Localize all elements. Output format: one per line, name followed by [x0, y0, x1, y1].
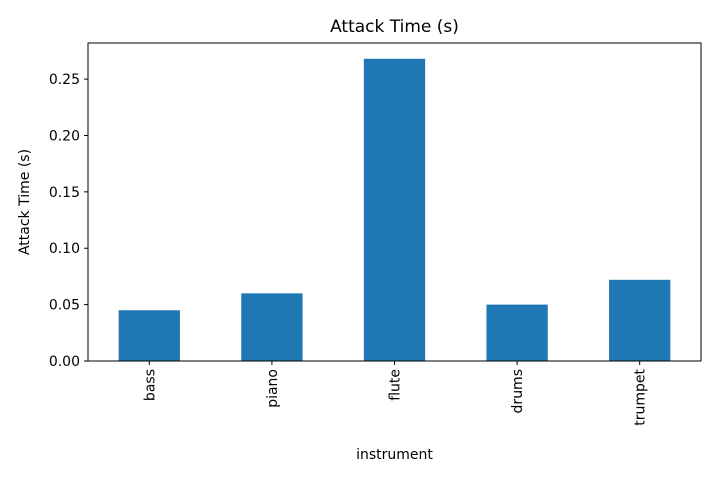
y-axis-label: Attack Time (s) [17, 149, 33, 255]
y-tick-label-0: 0.00 [49, 354, 80, 370]
bar-drums [486, 304, 548, 361]
y-tick-label-5: 0.25 [49, 72, 80, 88]
plot-frame [87, 42, 702, 362]
y-tick-label-4: 0.20 [49, 128, 80, 144]
y-axis: 0.00 0.05 0.10 0.15 0.20 0.25 [49, 72, 88, 370]
bar-piano [241, 293, 303, 361]
bar-bass [118, 310, 180, 361]
x-tick-label-flute: flute [388, 369, 404, 401]
y-tick-label-2: 0.10 [49, 241, 80, 257]
x-tick-label-drums: drums [510, 369, 526, 413]
x-tick-label-piano: piano [265, 369, 281, 408]
y-tick-label-3: 0.15 [49, 185, 80, 201]
chart-title: Attack Time (s) [330, 17, 459, 37]
bar-trumpet [609, 279, 671, 361]
bar-flute [363, 58, 426, 362]
x-tick-label-bass: bass [142, 369, 158, 401]
x-axis-label: instrument [356, 447, 433, 463]
bars-layer [118, 58, 671, 362]
y-tick-label-1: 0.05 [49, 298, 80, 314]
x-axis: bass piano flute drums trumpet [142, 361, 649, 426]
x-tick-label-trumpet: trumpet [633, 368, 649, 425]
